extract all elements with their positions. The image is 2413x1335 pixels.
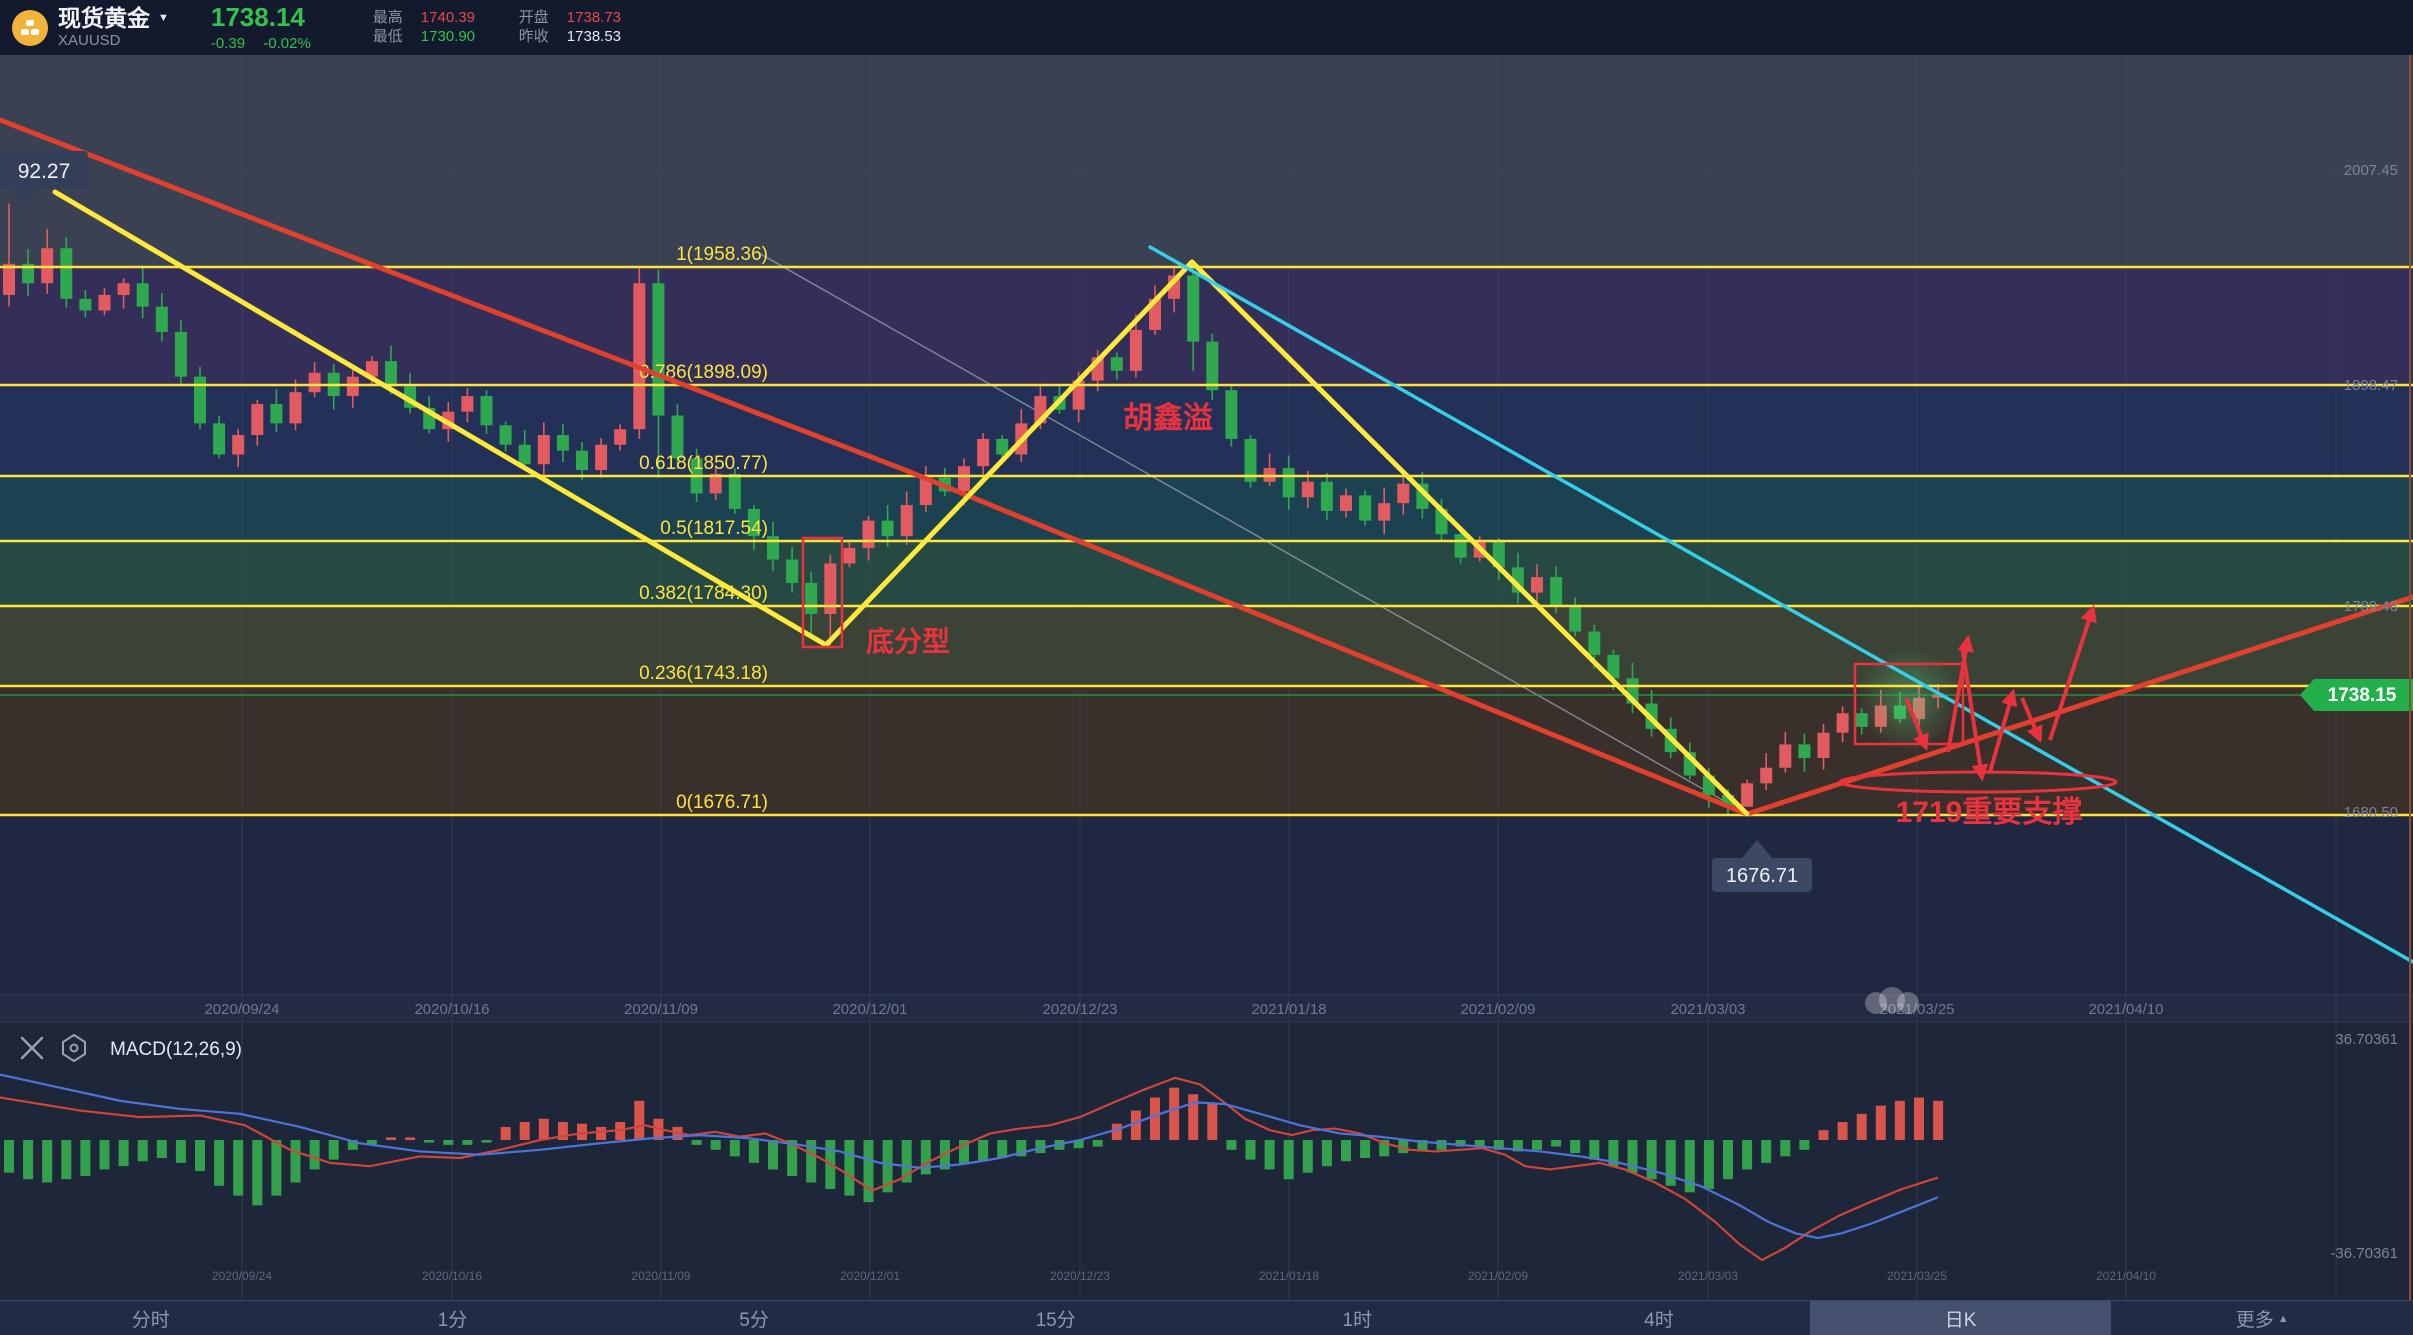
watermark-dots	[1865, 987, 1919, 1014]
date-label: 2021/03/03	[1670, 1001, 1745, 1018]
quote-header: 现货黄金 ▼ XAUUSD 1738.14 -0.39 -0.02% 最高 17…	[0, 0, 2413, 55]
current-price-badge: 1738.15	[2300, 679, 2413, 711]
date-label: 2020/09/24	[204, 1001, 279, 1018]
macd-settings-icon[interactable]	[62, 1034, 86, 1062]
tab-4时[interactable]: 4时	[1644, 1310, 1674, 1331]
gold-coin-icon	[12, 9, 48, 46]
annotation-box[interactable]	[1853, 662, 1965, 746]
macd-min-value: -36.70361	[2330, 1245, 2398, 1262]
macd-dea-line	[0, 1073, 1939, 1240]
date-label: 2021/04/10	[2088, 1001, 2163, 1018]
annotation-author: 胡鑫溢	[1123, 401, 1213, 435]
macd-panel	[0, 1073, 1944, 1262]
fib-label: 0(1676.71)	[676, 792, 768, 813]
trendline-cyan[interactable]	[1148, 245, 2413, 964]
price-axis-labels: 2007.45 1898.47 1789.48 1680.50	[2344, 162, 2398, 821]
fib-label: 0.236(1743.18)	[639, 663, 768, 684]
date-label: 2021/01/18	[1251, 1001, 1326, 1018]
fib-diagonal-line	[756, 251, 1741, 811]
date-label: 2021/02/09	[1460, 1001, 1535, 1018]
date-label: 2020/10/16	[414, 1001, 489, 1018]
annotation-arrow[interactable]	[2048, 604, 2097, 741]
tab-1时[interactable]: 1时	[1342, 1310, 1373, 1331]
date-label: 2020/12/23	[1042, 1001, 1117, 1018]
macd-close-icon[interactable]	[20, 1036, 44, 1060]
macd-date-label: 2020/12/23	[1050, 1269, 1110, 1283]
stat-low-value: 1730.90	[420, 28, 476, 45]
fib-bands	[0, 55, 2413, 1300]
symbol-selector[interactable]: 现货黄金 ▼	[58, 4, 169, 31]
macd-title: MACD(12,26,9)	[110, 1039, 242, 1060]
annotation-arrow[interactable]	[1904, 697, 1929, 752]
macd-date-label: 2021/01/18	[1259, 1269, 1319, 1283]
macd-date-label: 2021/03/03	[1678, 1269, 1738, 1283]
trendline-red[interactable]	[0, 117, 2413, 817]
last-price: 1738.14	[210, 1, 305, 32]
anchor-tooltip-high: 92.27	[0, 151, 88, 207]
tab-15分[interactable]: 15分	[1035, 1310, 1076, 1331]
macd-date-label: 2020/11/09	[631, 1269, 690, 1283]
trendline-yellow-zigzag[interactable]	[52, 189, 1750, 817]
fib-lines: 1(1958.36)0.786(1898.09)0.618(1850.77)0.…	[0, 244, 2413, 817]
macd-date-label: 2020/12/01	[840, 1269, 900, 1283]
svg-text:1898.47: 1898.47	[2344, 377, 2398, 394]
annotation-support-1719: 1719重要支撑	[1896, 796, 2083, 829]
annotation-arrow[interactable]	[1960, 644, 1989, 782]
date-label: 2020/11/09	[624, 1001, 698, 1018]
anchor-tooltip-low-value: 1676.71	[1726, 865, 1798, 887]
date-label: 2020/12/01	[832, 1001, 907, 1018]
svg-text:1789.48: 1789.48	[2344, 598, 2398, 615]
stat-prevclose-value: 1738.53	[566, 28, 622, 45]
anchor-tooltip-low: 1676.71	[1712, 840, 1812, 892]
stat-open-value: 1738.73	[566, 8, 622, 26]
svg-text:2007.45: 2007.45	[2344, 162, 2398, 179]
symbol-code: XAUUSD	[58, 31, 121, 49]
annotation-box[interactable]	[801, 536, 844, 649]
stat-high-value: 1740.39	[420, 8, 476, 26]
date-label: 2021/03/25	[1879, 1001, 1954, 1018]
tab-更多[interactable]: 更多 ▲	[2235, 1310, 2289, 1331]
macd-date-label: 2020/09/24	[212, 1269, 272, 1283]
price-change-pct: -0.02%	[263, 34, 311, 52]
annotation-arrow[interactable]	[2020, 697, 2043, 744]
fib-label: 0.618(1850.77)	[639, 453, 768, 474]
anchor-tooltip-high-value: 92.27	[18, 160, 71, 183]
svg-text:1680.50: 1680.50	[2344, 804, 2398, 821]
date-axis[interactable]: 2020/09/24 2020/09/24 2020/10/16 2020/10/16…	[204, 1001, 2163, 1283]
symbol-name: 现货黄金	[58, 4, 150, 31]
tab-5分[interactable]: 5分	[739, 1310, 769, 1331]
fib-label: 0.5(1817.54)	[660, 518, 768, 539]
macd-date-label: 2021/03/25	[1887, 1269, 1947, 1283]
stat-high-label: 最高	[372, 8, 403, 26]
macd-date-label: 2020/10/16	[422, 1269, 482, 1283]
macd-date-label: 2021/04/10	[2096, 1269, 2156, 1283]
stat-low-label: 最低	[372, 28, 403, 45]
stat-prevclose-label: 昨收	[518, 28, 549, 45]
macd-max-value: 36.70361	[2335, 1031, 2398, 1048]
chevron-down-icon: ▼	[158, 12, 169, 25]
macd-dif-line	[0, 1076, 1939, 1262]
annotation-bottom-fractal: 底分型	[866, 626, 950, 657]
tab-1分[interactable]: 1分	[437, 1310, 468, 1331]
current-price-value: 1738.15	[2328, 685, 2397, 706]
chevron-up-icon: ▲	[2277, 1312, 2289, 1325]
stat-open-label: 开盘	[518, 8, 549, 26]
tab-日K[interactable]: 日K	[1809, 1301, 2112, 1335]
fib-label: 0.382(1784.30)	[639, 583, 768, 604]
price-change: -0.39	[210, 34, 246, 52]
macd-date-label: 2021/02/09	[1468, 1269, 1528, 1283]
timeframe-toolbar: 分时 1分 5分 15分 1时 4时 日K 更多 ▲	[0, 1300, 2413, 1335]
annotation-arrow[interactable]	[1988, 688, 2018, 773]
tab-分时[interactable]: 分时	[131, 1310, 170, 1331]
fib-label: 1(1958.36)	[676, 244, 768, 265]
